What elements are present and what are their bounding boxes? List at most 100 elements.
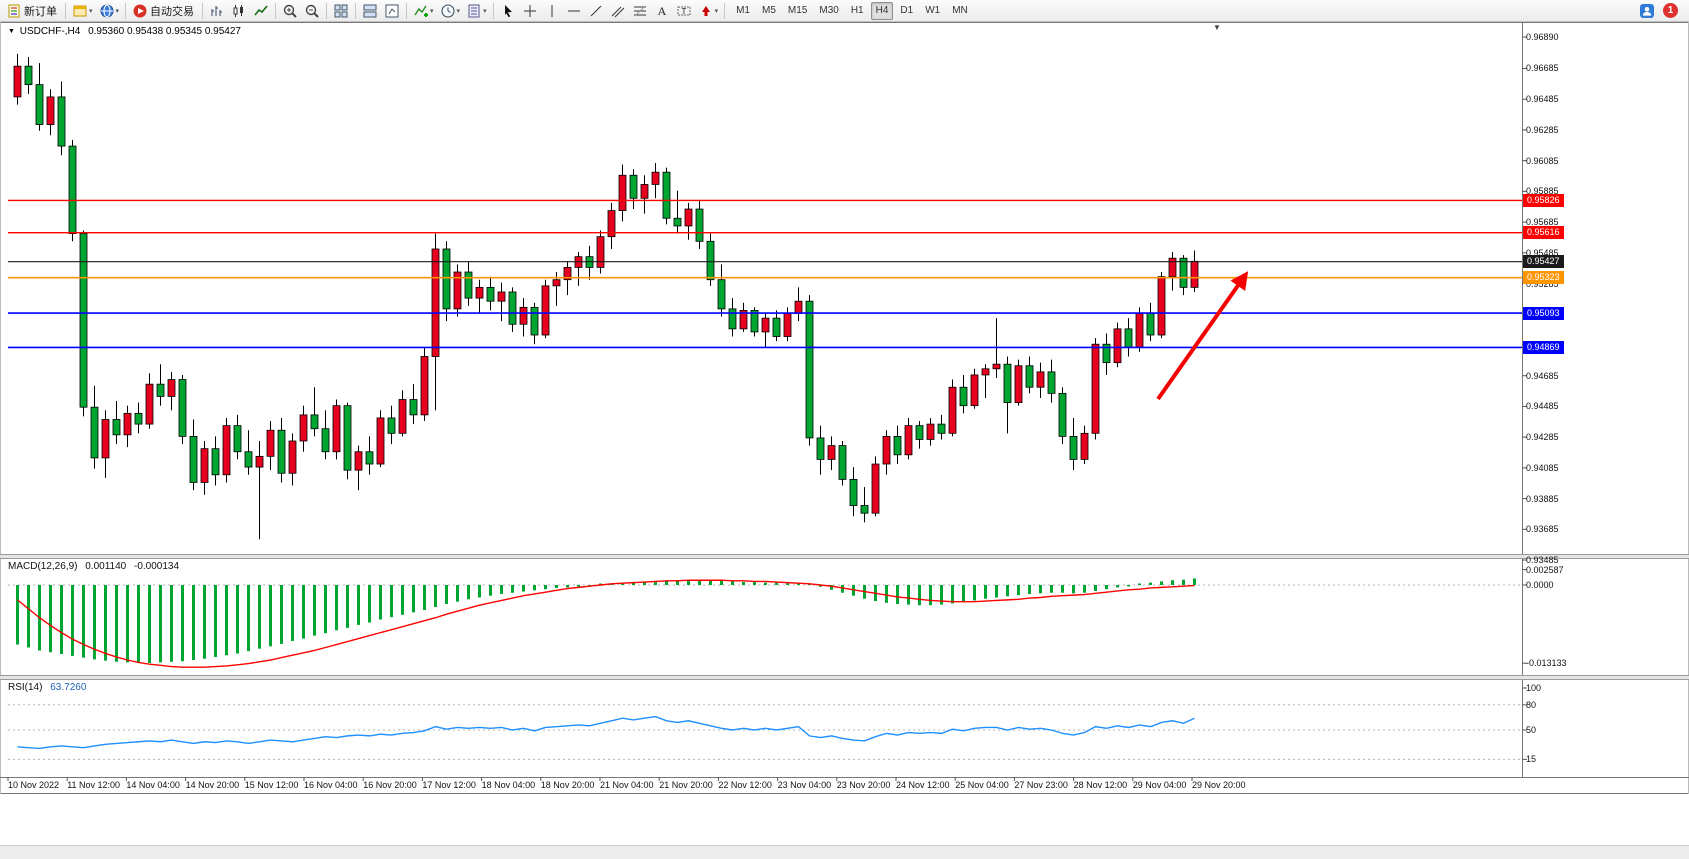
toolbar-separator <box>326 2 328 19</box>
time-axis-label: 27 Nov 23:00 <box>1014 780 1068 790</box>
main-chart[interactable] <box>13 53 1199 540</box>
time-axis-label: 29 Nov 04:00 <box>1132 780 1187 790</box>
hline-icon <box>567 10 580 11</box>
timeframe-m5-button[interactable]: M5 <box>762 4 776 16</box>
zoom-out-button[interactable] <box>301 0 323 21</box>
toolbar-separator <box>202 2 204 19</box>
toolbar-separator <box>406 2 408 19</box>
timeframe-m30-button[interactable]: M30 <box>819 4 839 16</box>
notification-badge[interactable]: 1 <box>1663 3 1678 18</box>
indicators-button[interactable]: ▾ <box>410 0 437 21</box>
macd-panel[interactable] <box>16 578 1196 668</box>
chart-line-button[interactable] <box>250 0 272 21</box>
time-axis-label: 22 Nov 12:00 <box>718 780 772 790</box>
resistance-line-1-price-label: 0.95826 <box>1523 193 1564 207</box>
chevron-down-icon: ▾ <box>714 7 719 15</box>
profiles-button[interactable]: ▾ <box>96 0 123 21</box>
macd-axis-label: 0.002587 <box>1526 564 1564 575</box>
chart-candlesticks-button[interactable] <box>228 0 250 21</box>
text-button[interactable]: A <box>651 0 673 21</box>
chevron-down-icon: ▾ <box>483 7 487 15</box>
new-order-button[interactable]: 新订单 <box>3 0 62 21</box>
tile-windows-button[interactable] <box>330 0 352 21</box>
shift-icon <box>385 4 399 17</box>
rsi-panel-splitter[interactable] <box>0 675 1689 680</box>
time-axis-label: 14 Nov 20:00 <box>185 780 240 790</box>
text-label-button[interactable]: T <box>673 0 695 21</box>
trend-arrow[interactable] <box>1156 271 1249 401</box>
candle-chart-icon <box>233 4 244 17</box>
periods-button[interactable]: ▾ <box>437 0 464 21</box>
price-axis-label: 0.94085 <box>1526 462 1559 473</box>
price-axis-label: 0.96685 <box>1526 63 1559 74</box>
chart-objects-dropdown-icon[interactable]: ▼ <box>8 28 15 35</box>
label-icon: T <box>677 6 691 16</box>
toolbar-separator <box>724 2 726 19</box>
time-axis-label: 10 Nov 2022 <box>8 780 60 790</box>
price-axis-label: 0.94885 <box>1526 339 1559 350</box>
arrange-icon <box>363 4 377 17</box>
time-axis-label: 17 Nov 12:00 <box>422 780 476 790</box>
toolbar-separator <box>492 2 494 19</box>
timeframe-d1-button[interactable]: D1 <box>900 4 914 16</box>
indicators-icon <box>414 5 429 17</box>
time-axis-label: 11 Nov 12:00 <box>67 780 121 790</box>
rsi-axis-label: 50 <box>1526 725 1537 735</box>
new-order-icon <box>8 4 20 17</box>
macd-axis-label: 0.0000 <box>1526 580 1554 590</box>
zoom-out-icon <box>305 4 319 18</box>
time-axis-label: 18 Nov 20:00 <box>540 780 595 790</box>
crosshair-button[interactable] <box>519 0 541 21</box>
trendline-button[interactable] <box>585 0 607 21</box>
timeframe-mn-button[interactable]: MN <box>952 4 968 16</box>
macd-panel-splitter[interactable] <box>0 554 1689 559</box>
timeframe-h4-button[interactable]: H4 <box>870 1 894 20</box>
chart-shift-button[interactable] <box>381 0 403 21</box>
auto-trading-label: 自动交易 <box>150 5 195 18</box>
vertical-line-button[interactable] <box>541 0 563 21</box>
templates-button[interactable]: ▾ <box>463 0 490 21</box>
new-chart-button[interactable]: ▾ <box>69 0 96 21</box>
chart-bars-button[interactable] <box>206 0 228 21</box>
timeframe-w1-button[interactable]: W1 <box>925 4 941 16</box>
price-axis-label: 0.96085 <box>1526 155 1559 166</box>
price-axis-label: 0.95485 <box>1526 247 1559 258</box>
zoom-in-icon <box>283 4 297 18</box>
horizontal-line-button[interactable] <box>563 0 585 21</box>
chart-shift-marker[interactable]: ▼ <box>1213 23 1221 32</box>
chevron-down-icon: ▾ <box>115 7 120 15</box>
crosshair-icon <box>523 4 536 17</box>
zoom-in-button[interactable] <box>279 0 301 21</box>
price-axis-label: 0.93885 <box>1526 493 1559 504</box>
timeframe-m15-button[interactable]: M15 <box>787 4 808 16</box>
timeframe-h1-button[interactable]: H1 <box>850 4 864 16</box>
equidistant-channel-button[interactable] <box>607 0 629 21</box>
price-axis-label: 0.96485 <box>1526 94 1559 105</box>
arrows-button[interactable]: ▾ <box>695 0 722 21</box>
line-chart-icon <box>254 5 268 15</box>
fibo-icon <box>633 5 646 16</box>
svg-text:A: A <box>657 4 666 18</box>
price-axis-label: 0.94685 <box>1526 370 1559 381</box>
time-axis-label: 15 Nov 12:00 <box>244 780 299 790</box>
cursor-button[interactable] <box>497 0 519 21</box>
time-axis-label: 23 Nov 04:00 <box>777 780 832 790</box>
macd-header: MACD(12,26,9) 0.001140 -0.000134 <box>8 561 179 572</box>
channel-icon <box>611 6 624 17</box>
current-price-line-price-label: 0.95427 <box>1523 255 1564 269</box>
auto-trading-button[interactable]: 自动交易 <box>129 0 199 21</box>
templates-icon <box>468 4 480 17</box>
timeframe-toolbar: M1 M5 M15 M30 H1 H4 D1 W1 MN <box>730 1 974 20</box>
auto-scroll-button[interactable] <box>359 0 381 21</box>
fibonacci-retracement-button[interactable] <box>629 0 651 21</box>
community-button[interactable] <box>1636 0 1658 21</box>
timeframe-m1-button[interactable]: M1 <box>736 4 750 16</box>
rsi-panel[interactable] <box>17 715 1195 750</box>
vline-icon <box>551 4 553 17</box>
price-axis-label: 0.95885 <box>1526 186 1559 197</box>
price-axis-label: 0.94485 <box>1526 401 1559 412</box>
new-order-label: 新订单 <box>24 5 57 18</box>
toolbar-buttons: 新订单 ▾ ▾ 自动交易 ▾ ▾ ▾ A T ▾ <box>3 0 728 21</box>
